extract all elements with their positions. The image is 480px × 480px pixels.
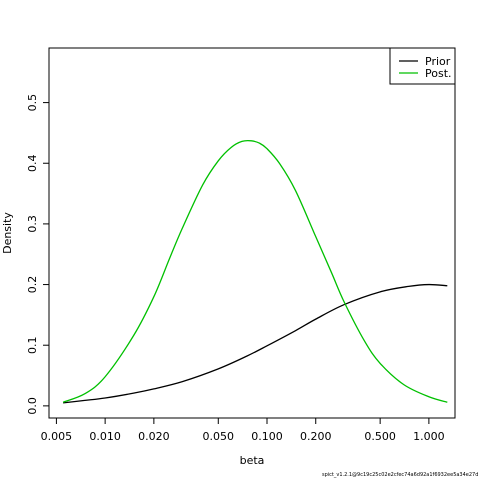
x-tick-label: 0.200	[300, 430, 332, 443]
x-axis-title: beta	[240, 454, 265, 467]
y-tick-label: 0.0	[26, 397, 39, 415]
plot-frame	[48, 47, 456, 419]
x-tick-label: 0.020	[138, 430, 170, 443]
y-tick-label: 0.2	[26, 276, 39, 294]
series-line-post	[62, 139, 448, 403]
x-tick-label: 0.010	[89, 430, 121, 443]
x-tick-label: 1.000	[413, 430, 445, 443]
footer-version-text: spict_v1.2.1@9c19c25c02e2cfec74a6d92a1f6…	[322, 472, 479, 478]
series-lines	[62, 139, 448, 404]
y-axis: 0.0 0.1 0.2 0.3 0.4 0.5	[26, 94, 49, 415]
y-axis-title: Density	[1, 212, 14, 254]
x-tick-label: 0.500	[364, 430, 396, 443]
y-tick-label: 0.3	[26, 215, 39, 233]
legend-box	[389, 47, 456, 85]
x-tick-label: 0.050	[203, 430, 235, 443]
legend-label-prior: Prior	[425, 55, 451, 68]
y-tick-label: 0.1	[26, 336, 39, 354]
x-tick-label: 0.005	[41, 430, 73, 443]
x-axis: 0.005 0.010 0.020 0.050 0.100 0.200 0.500 1.000	[41, 418, 445, 443]
y-tick-label: 0.4	[26, 154, 39, 172]
legend-label-post: Post.	[425, 67, 452, 80]
series-line-prior	[63, 283, 448, 404]
x-tick-label: 0.100	[251, 430, 283, 443]
y-tick-label: 0.5	[26, 94, 39, 112]
